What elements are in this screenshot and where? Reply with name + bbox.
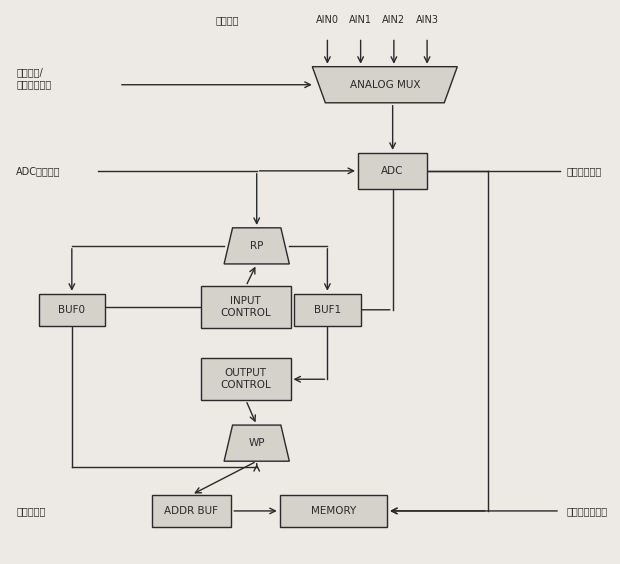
Text: 当前地址/
通道选择信号: 当前地址/ 通道选择信号 [16,67,51,89]
Text: ANALOG MUX: ANALOG MUX [350,80,420,90]
FancyBboxPatch shape [38,294,105,326]
Text: BUF1: BUF1 [314,305,341,315]
Text: AIN2: AIN2 [383,15,405,25]
Text: ADDR BUF: ADDR BUF [164,506,218,516]
Text: ADC转换信号: ADC转换信号 [16,166,61,176]
Text: 模拟输入: 模拟输入 [216,15,239,25]
FancyBboxPatch shape [294,294,361,326]
FancyBboxPatch shape [201,358,291,400]
Polygon shape [224,425,290,461]
Text: AIN3: AIN3 [415,15,438,25]
Polygon shape [224,228,290,264]
Text: AIN1: AIN1 [349,15,372,25]
Text: MEMORY: MEMORY [311,506,356,516]
Text: INPUT
CONTROL: INPUT CONTROL [221,296,271,318]
Text: WP: WP [249,438,265,448]
Text: RP: RP [250,241,264,251]
FancyBboxPatch shape [358,153,427,189]
Text: OUTPUT
CONTROL: OUTPUT CONTROL [221,368,271,390]
Text: ADC: ADC [381,166,404,176]
FancyBboxPatch shape [280,495,388,527]
Text: BUF0: BUF0 [58,305,86,315]
Text: 转换结束信号: 转换结束信号 [566,166,601,176]
Polygon shape [312,67,458,103]
FancyBboxPatch shape [201,286,291,328]
Text: 存储器地址: 存储器地址 [16,506,46,516]
Text: 存储器写入控制: 存储器写入控制 [566,506,607,516]
Text: AIN0: AIN0 [316,15,339,25]
FancyBboxPatch shape [151,495,231,527]
